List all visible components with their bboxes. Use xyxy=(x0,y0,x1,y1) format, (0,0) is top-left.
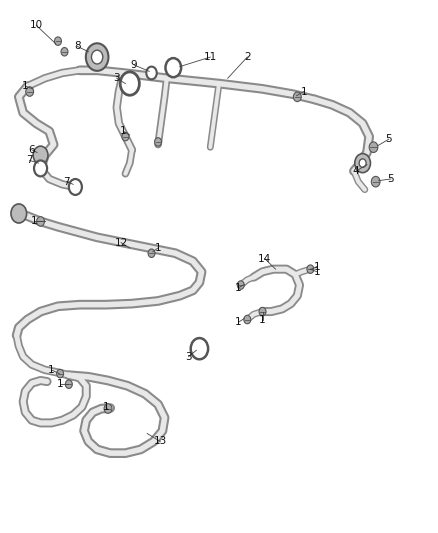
Text: 7: 7 xyxy=(26,156,33,165)
Text: 1: 1 xyxy=(57,379,64,389)
Text: 1: 1 xyxy=(22,81,28,91)
Circle shape xyxy=(355,154,371,173)
Text: 10: 10 xyxy=(30,20,43,30)
Circle shape xyxy=(69,179,82,195)
Text: 2: 2 xyxy=(244,52,251,62)
Text: 12: 12 xyxy=(114,238,128,248)
Text: 1: 1 xyxy=(235,282,242,293)
Circle shape xyxy=(54,37,61,45)
Text: 1: 1 xyxy=(48,365,55,375)
Text: 3: 3 xyxy=(113,73,120,83)
Text: 1: 1 xyxy=(102,402,109,412)
Circle shape xyxy=(237,281,244,289)
Circle shape xyxy=(26,87,34,96)
Circle shape xyxy=(195,344,203,353)
Circle shape xyxy=(86,43,109,71)
Circle shape xyxy=(61,47,68,56)
Circle shape xyxy=(148,249,155,257)
Text: 1: 1 xyxy=(31,216,37,227)
Circle shape xyxy=(166,58,181,77)
Text: 9: 9 xyxy=(131,60,138,70)
Circle shape xyxy=(259,308,266,316)
Text: 5: 5 xyxy=(388,174,394,184)
Text: 8: 8 xyxy=(74,42,81,52)
Text: 1: 1 xyxy=(314,267,320,277)
Text: 7: 7 xyxy=(64,176,70,187)
Text: 1: 1 xyxy=(235,317,242,327)
Circle shape xyxy=(33,146,48,164)
Circle shape xyxy=(104,404,112,414)
Circle shape xyxy=(11,204,27,223)
Circle shape xyxy=(122,132,129,141)
Circle shape xyxy=(191,338,208,359)
Circle shape xyxy=(125,78,134,89)
Circle shape xyxy=(120,72,139,95)
Circle shape xyxy=(57,369,64,378)
Circle shape xyxy=(146,67,157,79)
Circle shape xyxy=(359,159,366,167)
Text: 1: 1 xyxy=(259,314,266,325)
Text: 4: 4 xyxy=(353,166,360,176)
Text: 1: 1 xyxy=(314,262,320,271)
Text: 5: 5 xyxy=(385,134,392,144)
Text: 1: 1 xyxy=(300,86,307,96)
Circle shape xyxy=(65,380,72,389)
Text: 1: 1 xyxy=(120,126,127,136)
Text: 1: 1 xyxy=(155,243,161,253)
Circle shape xyxy=(155,138,162,146)
Text: 11: 11 xyxy=(204,52,217,62)
Circle shape xyxy=(92,50,103,64)
Circle shape xyxy=(37,216,45,226)
Circle shape xyxy=(371,176,380,187)
Text: 13: 13 xyxy=(154,437,167,447)
Circle shape xyxy=(244,316,251,324)
Circle shape xyxy=(369,142,378,152)
Text: 6: 6 xyxy=(28,145,35,155)
Text: 3: 3 xyxy=(185,352,192,361)
Circle shape xyxy=(34,160,47,176)
Circle shape xyxy=(307,265,314,273)
Text: 14: 14 xyxy=(258,254,271,263)
Circle shape xyxy=(293,92,301,102)
